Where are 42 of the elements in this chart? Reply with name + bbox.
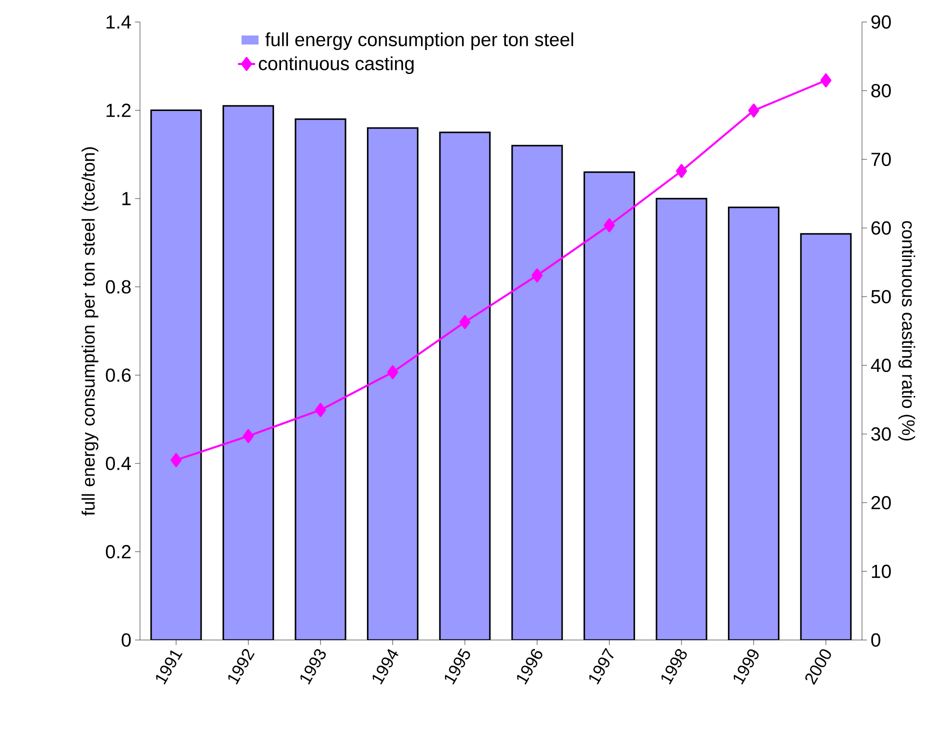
bar (366, 127, 418, 640)
bar (294, 118, 346, 640)
bar (222, 105, 274, 640)
y-tick-label: 0.8 (106, 280, 131, 294)
y2-tick-label: 70 (871, 152, 891, 166)
y2-tick-label: 20 (871, 496, 891, 510)
y2-tick-label: 30 (871, 427, 891, 441)
legend-label: full energy consumption per ton steel (265, 32, 574, 50)
point (532, 268, 543, 282)
point (459, 315, 470, 330)
point (676, 164, 688, 178)
y2-tick-label: 10 (872, 564, 891, 578)
bar (656, 198, 708, 640)
y-axis-title: full energy consumption per ton steel (tce/ton) (82, 147, 98, 516)
bar (439, 132, 491, 640)
y2-axis-title: continuous casting ratio (%) (898, 221, 916, 440)
bar (728, 206, 780, 640)
point (604, 218, 615, 232)
y2-tick-label: 0 (871, 633, 880, 647)
y2-tick-label: 80 (871, 84, 891, 98)
point (315, 402, 326, 417)
point (242, 429, 254, 444)
point (748, 104, 760, 118)
point (170, 453, 182, 468)
y-tick-label: 1.2 (106, 104, 131, 117)
y-tick-label: 0.4 (106, 456, 131, 470)
bar (511, 144, 563, 640)
y-tick-label: 1 (122, 192, 131, 206)
legend-label: continuous casting (258, 56, 414, 74)
y-tick-label: 0.6 (106, 368, 131, 382)
y2-tick-label: 50 (871, 290, 891, 304)
y-tick-label: 1.4 (106, 15, 131, 29)
point (387, 365, 398, 380)
y-tick-label: 0 (122, 633, 131, 647)
bar (150, 110, 202, 640)
point (820, 73, 832, 88)
y2-tick-label: 40 (870, 358, 891, 372)
bar (800, 233, 852, 640)
y-tick-label: 0.2 (106, 545, 131, 558)
bar (584, 171, 636, 640)
y2-tick-label: 60 (871, 221, 891, 235)
y2-tick-label: 90 (871, 15, 891, 29)
